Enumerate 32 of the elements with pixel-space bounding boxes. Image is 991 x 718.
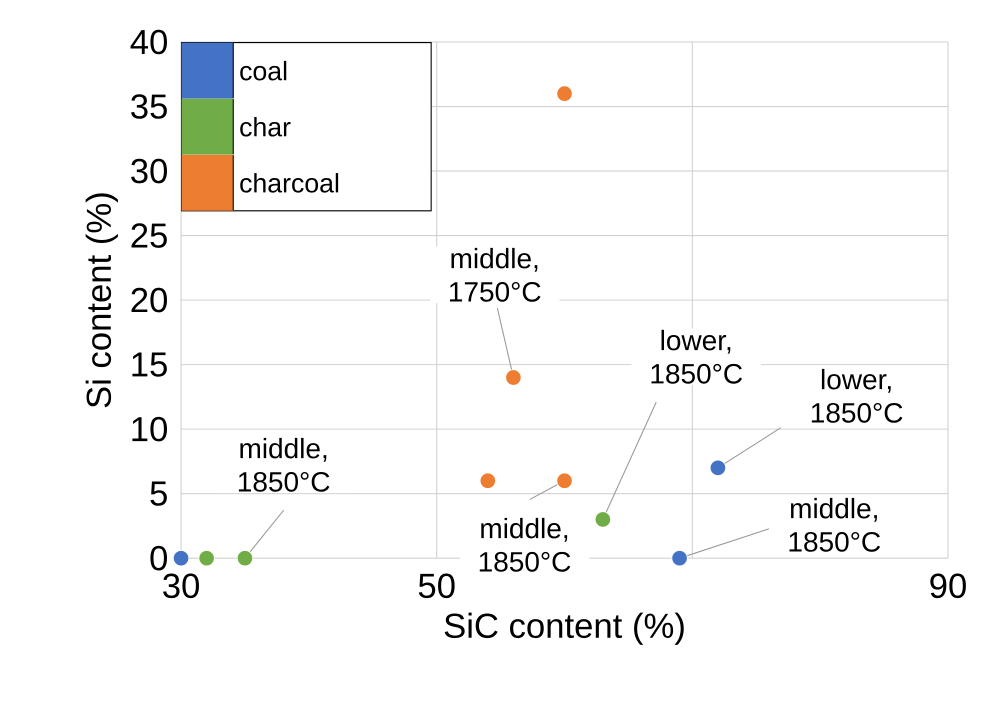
point — [671, 550, 688, 566]
point — [172, 550, 190, 566]
point — [710, 460, 726, 476]
y-tick-label: 25 — [132, 223, 167, 248]
y-tick-label: 40 — [130, 30, 167, 54]
point — [556, 472, 573, 489]
point — [236, 550, 254, 566]
y-tick-label: 30 — [131, 158, 167, 184]
x-tick-label: 50 — [418, 573, 455, 598]
x-axis-title: SiC content (%) — [444, 612, 684, 645]
legend-label: char — [240, 116, 291, 136]
point — [556, 85, 573, 102]
x-tick-label: 90 — [930, 573, 966, 598]
legend-label: coal — [240, 60, 286, 80]
y-tick-label: 0 — [150, 546, 167, 570]
y-tick-label: 5 — [150, 481, 167, 506]
y-tick-label: 15 — [132, 352, 167, 377]
annotation: middle, 1850°C — [480, 518, 570, 572]
y-tick-label: 10 — [132, 416, 167, 442]
annotation: lower, 1850°C — [812, 368, 902, 423]
y-tick-label: 35 — [131, 94, 167, 119]
annotation: lower, 1850°C — [652, 330, 742, 384]
annotation: middle, 1750°C — [450, 248, 541, 302]
y-axis-title: Si content (%) — [86, 193, 118, 408]
point — [198, 550, 215, 566]
point — [505, 369, 522, 386]
annotation: middle, 1850°C — [238, 438, 330, 492]
y-tick-label: 20 — [132, 288, 167, 312]
legend-label: charcoal — [240, 172, 338, 193]
annotation: middle, 1850°C — [790, 498, 880, 552]
point — [594, 511, 612, 528]
point — [480, 472, 496, 489]
